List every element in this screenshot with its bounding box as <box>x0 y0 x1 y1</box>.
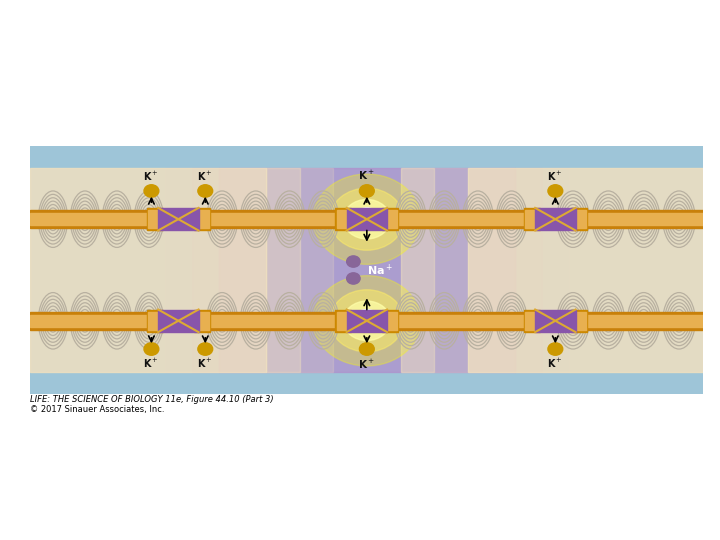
Bar <box>400 168 434 372</box>
Circle shape <box>354 208 380 231</box>
Circle shape <box>330 290 404 352</box>
Text: K$^+$: K$^+$ <box>547 356 563 370</box>
Text: K$^+$: K$^+$ <box>547 170 563 184</box>
Circle shape <box>346 256 360 267</box>
Bar <box>468 168 703 372</box>
Bar <box>382 208 398 231</box>
Circle shape <box>343 301 390 341</box>
Bar <box>30 315 703 327</box>
Bar <box>336 208 351 231</box>
Bar <box>147 309 163 332</box>
Circle shape <box>144 185 159 197</box>
Bar <box>523 309 540 332</box>
Bar <box>30 312 703 330</box>
Circle shape <box>198 185 212 197</box>
Bar <box>384 312 397 330</box>
Bar <box>30 168 266 372</box>
Circle shape <box>359 185 374 197</box>
Text: Na$^+$: Na$^+$ <box>367 262 393 278</box>
Bar <box>147 208 163 231</box>
Bar <box>158 309 199 332</box>
Circle shape <box>359 343 374 355</box>
Bar <box>266 168 300 372</box>
Bar <box>571 208 587 231</box>
Bar <box>382 309 398 332</box>
Bar <box>148 210 161 228</box>
Bar <box>523 208 540 231</box>
Bar <box>336 210 350 228</box>
Circle shape <box>330 188 404 250</box>
Bar <box>400 168 468 372</box>
Circle shape <box>548 343 563 355</box>
Text: Figure 44.10  Saltatory Action Potentials (Part 3): Figure 44.10 Saltatory Action Potentials… <box>9 10 454 25</box>
Bar <box>346 309 387 332</box>
Bar <box>194 208 210 231</box>
Bar <box>572 312 585 330</box>
Bar <box>336 309 351 332</box>
Bar <box>148 312 161 330</box>
Text: © 2017 Sinauer Associates, Inc.: © 2017 Sinauer Associates, Inc. <box>30 405 165 414</box>
Bar <box>30 213 703 225</box>
Circle shape <box>313 275 420 366</box>
Text: K$^+$: K$^+$ <box>143 356 159 370</box>
Circle shape <box>548 185 563 197</box>
Text: K$^+$: K$^+$ <box>359 359 375 372</box>
Circle shape <box>144 343 159 355</box>
Bar <box>346 208 387 231</box>
Bar <box>165 168 219 372</box>
Bar <box>572 210 585 228</box>
Bar <box>515 168 569 372</box>
Circle shape <box>343 199 390 239</box>
Bar <box>266 168 333 372</box>
Circle shape <box>346 273 360 284</box>
Text: K$^+$: K$^+$ <box>197 170 213 184</box>
Circle shape <box>198 343 212 355</box>
Bar <box>515 168 542 372</box>
Bar <box>194 309 210 332</box>
Bar <box>336 312 350 330</box>
Bar <box>571 309 587 332</box>
Text: LIFE: THE SCIENCE OF BIOLOGY 11e, Figure 44.10 (Part 3): LIFE: THE SCIENCE OF BIOLOGY 11e, Figure… <box>30 395 274 404</box>
Circle shape <box>354 309 380 332</box>
Bar <box>525 312 539 330</box>
Text: K$^+$: K$^+$ <box>197 356 213 370</box>
Bar <box>219 168 515 372</box>
Bar <box>535 309 575 332</box>
Bar <box>525 210 539 228</box>
Bar <box>535 208 575 231</box>
Bar <box>195 210 209 228</box>
Bar <box>192 168 219 372</box>
Circle shape <box>313 174 420 265</box>
Text: K$^+$: K$^+$ <box>359 168 375 181</box>
Bar <box>384 210 397 228</box>
Bar <box>30 210 703 228</box>
Bar <box>158 208 199 231</box>
Bar <box>195 312 209 330</box>
Text: K$^+$: K$^+$ <box>143 170 159 184</box>
